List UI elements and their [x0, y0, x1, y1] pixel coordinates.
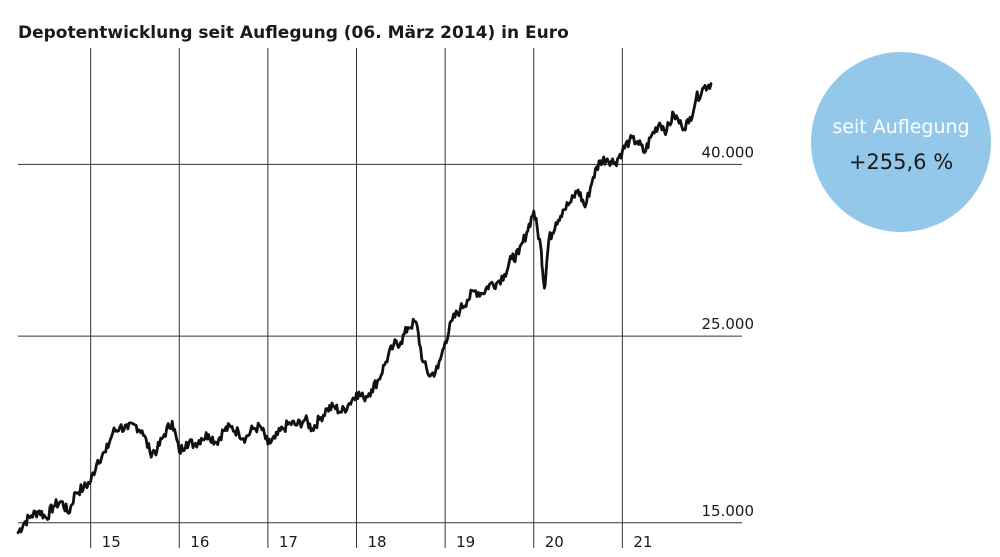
series-line	[16, 82, 713, 535]
series-group	[16, 82, 713, 535]
badge-value: +255,6 %	[849, 150, 953, 174]
x-tick-label-17: 17	[279, 533, 298, 551]
y-tick-label-40000: 40.000	[702, 143, 755, 161]
grid-y	[18, 163, 742, 524]
chart-title: Depotentwicklung seit Auflegung (06. Mär…	[18, 23, 569, 43]
performance-badge: seit Auflegung +255,6 %	[811, 52, 991, 232]
y-tick-labels: 15.000 25.000 40.000	[702, 143, 755, 519]
x-tick-label-21: 21	[633, 533, 652, 551]
x-tick-labels: 15 16 17 18 19 20 21	[102, 533, 653, 551]
badge-label: seit Auflegung	[832, 116, 969, 138]
x-tick-label-20: 20	[545, 533, 564, 551]
y-tick-label-15000: 15.000	[702, 502, 755, 520]
x-tick-label-15: 15	[102, 533, 121, 551]
y-tick-label-25000: 25.000	[702, 315, 755, 333]
x-tick-label-19: 19	[456, 533, 475, 551]
x-tick-label-16: 16	[190, 533, 209, 551]
grid-x	[90, 48, 623, 548]
x-tick-label-18: 18	[368, 533, 387, 551]
badge-circle	[811, 52, 991, 232]
